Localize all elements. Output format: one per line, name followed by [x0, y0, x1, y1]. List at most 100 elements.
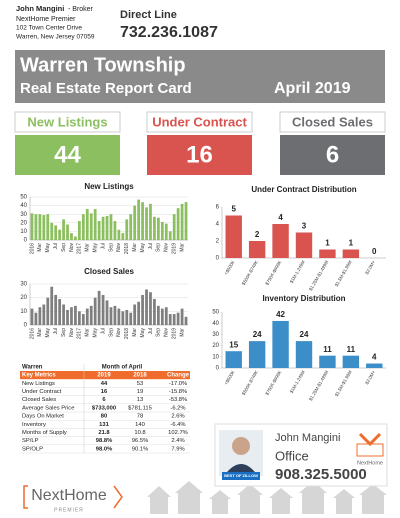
x-tick-label: $750K-$999K: [264, 260, 282, 286]
data-label: 4: [372, 353, 377, 362]
bar: [66, 224, 69, 240]
bar: [46, 214, 50, 240]
x-tick-label: 2019: [172, 328, 178, 339]
bar: [30, 213, 34, 240]
bar: [225, 351, 242, 368]
table-header: 2019: [97, 373, 111, 379]
bar: [85, 209, 89, 240]
table-cell: 21.8: [98, 430, 110, 436]
stat-value: 44: [54, 141, 81, 168]
bar: [89, 305, 93, 325]
bar: [117, 308, 121, 325]
table-cell: -15.8%: [169, 389, 187, 395]
data-label: 4: [278, 213, 283, 222]
logo-bracket-right: [113, 485, 123, 509]
bar: [168, 314, 172, 325]
bar: [58, 229, 62, 240]
bar: [141, 294, 144, 325]
table-cell: 2.4%: [171, 438, 184, 444]
table-area: Warren: [22, 365, 43, 371]
x-tick-label: Sep: [108, 243, 114, 252]
table-cell: 96.5%: [132, 438, 148, 444]
bar: [117, 229, 121, 240]
bar: [34, 214, 38, 240]
data-label: 42: [276, 310, 285, 319]
bar: [129, 312, 133, 325]
table-cell: 131: [99, 422, 109, 428]
bar: [93, 297, 97, 325]
bar: [54, 225, 58, 240]
bar: [125, 309, 129, 325]
table-cell: 7.9%: [171, 446, 184, 452]
y-tick-label: 2: [216, 239, 220, 245]
bar: [141, 202, 144, 240]
bar: [149, 203, 152, 240]
stat-label: Under Contract: [152, 114, 247, 129]
bar: [113, 221, 117, 240]
y-tick-label: 0: [24, 238, 28, 244]
x-tick-label: Mar: [37, 328, 43, 337]
bar: [109, 214, 113, 240]
x-tick-label: $1.25M-$1.499M: [308, 369, 329, 401]
bar: [101, 216, 105, 240]
data-label: 0: [372, 247, 377, 256]
agent-role: - Broker: [68, 6, 94, 13]
bar: [77, 311, 81, 325]
data-label: 1: [349, 239, 354, 248]
banner-background: [15, 50, 385, 103]
x-tick-label: Mar: [85, 328, 91, 337]
card-phone: 908.325.5000: [275, 466, 367, 483]
table-cell: 98.8%: [96, 438, 112, 444]
x-tick-label: May: [93, 243, 99, 253]
x-tick-label: Nov: [69, 243, 75, 252]
chart-title: Under Contract Distribution: [251, 185, 356, 194]
bar: [42, 215, 46, 240]
y-tick-label: 0: [216, 256, 220, 262]
table-cell: Closed Sales: [22, 397, 56, 403]
bar: [50, 222, 54, 240]
y-tick-label: 40: [212, 321, 219, 327]
banner-title: Real Estate Report Card: [20, 80, 192, 97]
bar: [133, 205, 137, 240]
bar: [176, 208, 180, 240]
data-label: 11: [347, 345, 356, 354]
bar: [160, 308, 164, 325]
table-cell: Days On Market: [22, 414, 64, 420]
table-cell: Inventory: [22, 422, 46, 428]
bar: [248, 241, 266, 258]
bar: [295, 341, 313, 368]
y-tick-label: 10: [20, 229, 27, 235]
x-tick-label: Nov: [116, 328, 122, 337]
bar: [248, 341, 266, 368]
x-tick-label: Nov: [69, 328, 75, 337]
table-cell: $781,115: [128, 405, 152, 411]
y-tick-label: 30: [212, 332, 219, 338]
bar: [46, 297, 50, 325]
x-tick-label: Mar: [37, 243, 43, 252]
bar: [145, 289, 148, 325]
x-tick-label: 2018: [124, 243, 130, 254]
bar: [129, 214, 133, 240]
table-cell: 53: [137, 381, 143, 387]
x-tick-label: Mar: [132, 243, 138, 252]
table-header-bg: [20, 371, 190, 380]
y-tick-label: 30: [20, 282, 27, 288]
bar: [342, 355, 360, 368]
x-tick-label: 2016: [29, 243, 35, 254]
x-tick-label: May: [140, 243, 146, 253]
card-name: John Mangini: [275, 432, 340, 444]
stat-label-box: [146, 111, 253, 133]
logo-bracket-left: [23, 485, 28, 509]
x-tick-label: Jul: [100, 243, 106, 249]
x-tick-label: 2016: [29, 328, 35, 339]
bar: [85, 308, 89, 325]
bar: [319, 355, 336, 368]
x-tick-label: $1.5M-$1.99M: [334, 259, 353, 287]
chart-title: Closed Sales: [84, 267, 134, 276]
x-tick-label: Mar: [179, 243, 185, 252]
x-tick-label: $750K-$999K: [264, 370, 282, 396]
data-label: 15: [229, 340, 238, 349]
stat-label-box: [14, 111, 121, 133]
